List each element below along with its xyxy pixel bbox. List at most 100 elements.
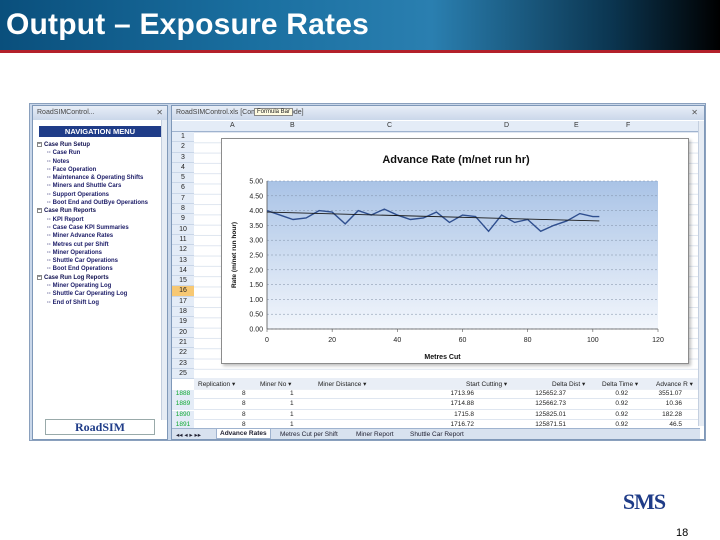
table-cell[interactable]: 8: [242, 410, 246, 418]
nav-item[interactable]: ·· Boot End Operations: [47, 266, 113, 273]
sheet-tab[interactable]: Miner Report: [356, 431, 394, 438]
table-cell[interactable]: 10.36: [665, 400, 682, 408]
row-header[interactable]: 16: [172, 286, 194, 297]
table-header-cell[interactable]: Start Cutting ▾: [466, 381, 508, 388]
row-header[interactable]: 10: [172, 224, 194, 235]
row-header[interactable]: 17: [172, 296, 194, 308]
nav-section[interactable]: − Case Run Reports: [37, 207, 163, 215]
nav-item[interactable]: ·· Miner Operations: [47, 249, 103, 256]
table-header-cell[interactable]: Advance R ▾: [656, 381, 693, 388]
nav-window-tab[interactable]: RoadSIMControl... ✕: [33, 106, 167, 120]
table-row[interactable]: 1890 8 1 1715.8 125825.01 0.92 182.28: [172, 410, 700, 421]
sheet-nav-arrows[interactable]: ◂◂ ◂ ▸ ▸▸: [176, 432, 201, 439]
row-header[interactable]: 12: [172, 245, 194, 256]
advance-rate-chart[interactable]: 0.00 0.50 1.00 1.50 2.00 2.50 3.00 3.50 4.00 4.50…: [221, 138, 689, 364]
table-cell[interactable]: 1715.8: [454, 410, 474, 418]
nav-item[interactable]: ·· Notes: [47, 158, 70, 165]
excel-vertical-scrollbar[interactable]: [698, 121, 704, 426]
y-tick-label: 0.50: [249, 312, 263, 319]
table-cell[interactable]: 1714.88: [450, 400, 475, 408]
row-header[interactable]: 4: [172, 162, 194, 174]
collapse-icon[interactable]: −: [37, 140, 42, 147]
table-cell[interactable]: 125652.37: [535, 390, 566, 397]
table-cell[interactable]: 1: [290, 400, 294, 408]
row-header[interactable]: 8: [172, 204, 194, 215]
table-cell[interactable]: 1: [290, 390, 294, 397]
table-header-cell[interactable]: Miner No ▾: [260, 381, 292, 388]
collapse-icon[interactable]: −: [37, 207, 42, 214]
sheet-tab[interactable]: Shuttle Car Report: [410, 431, 464, 438]
nav-item[interactable]: ·· Metres cut per Shift: [47, 241, 109, 248]
row-header[interactable]: 13: [172, 255, 194, 266]
nav-item[interactable]: ·· Case Case KPI Summaries: [47, 224, 129, 231]
nav-item[interactable]: ·· Miner Advance Rates: [47, 233, 114, 240]
table-cell[interactable]: 0.92: [615, 410, 628, 418]
excel-window-tab[interactable]: RoadSIMControl.xls [Compatibility Mode] …: [172, 106, 704, 120]
row-header[interactable]: 9: [172, 214, 194, 225]
column-header[interactable]: C: [387, 122, 393, 129]
row-header[interactable]: 3: [172, 152, 194, 163]
table-cell[interactable]: 0.92: [615, 400, 628, 408]
row-header[interactable]: 21: [172, 337, 194, 349]
nav-item[interactable]: ·· Shuttle Car Operating Log: [47, 291, 128, 298]
row-header[interactable]: 14: [172, 265, 194, 277]
nav-item[interactable]: ·· End of Shift Log: [47, 299, 99, 306]
table-cell[interactable]: 0.92: [615, 390, 628, 397]
nav-item[interactable]: ·· Miner Operating Log: [47, 283, 112, 290]
table-cell[interactable]: 8: [242, 420, 246, 428]
table-cell[interactable]: 3551.07: [658, 390, 683, 397]
nav-item[interactable]: ·· Maintenance & Operating Shifts: [47, 175, 144, 182]
nav-section[interactable]: − Case Run Setup: [37, 141, 163, 149]
row-header[interactable]: 25: [172, 368, 194, 380]
row-header[interactable]: 23: [172, 358, 194, 369]
row-header[interactable]: 22: [172, 348, 194, 359]
column-header[interactable]: D: [504, 122, 510, 129]
row-header[interactable]: 2: [172, 142, 194, 153]
row-header[interactable]: 6: [172, 183, 194, 194]
table-cell[interactable]: 1716.72: [450, 420, 475, 428]
row-header[interactable]: 7: [172, 193, 194, 205]
nav-scrollbar[interactable]: [161, 120, 167, 420]
column-header[interactable]: F: [626, 122, 631, 129]
nav-item[interactable]: ·· Miners and Shuttle Cars: [47, 183, 122, 190]
table-cell[interactable]: 125871.51: [535, 420, 566, 428]
nav-item[interactable]: ·· KPI Report: [47, 216, 84, 223]
table-cell[interactable]: 125825.01: [535, 410, 566, 418]
sheet-tab[interactable]: Metres Cut per Shift: [280, 431, 338, 438]
table-cell[interactable]: 0.92: [615, 420, 628, 428]
row-header[interactable]: 20: [172, 327, 194, 338]
nav-item[interactable]: ·· Boot End and OutBye Operations: [47, 200, 149, 207]
table-header-cell[interactable]: Delta Dist ▾: [552, 381, 586, 388]
row-header[interactable]: 11: [172, 234, 194, 246]
table-cell[interactable]: 1: [290, 420, 294, 428]
row-header[interactable]: 1: [172, 132, 194, 143]
column-header[interactable]: E: [574, 122, 579, 129]
table-cell[interactable]: 8: [242, 390, 246, 397]
table-header-cell[interactable]: Delta Time ▾: [602, 381, 639, 388]
table-row[interactable]: 1888 8 1 1713.96 125652.37 0.92 3551.07: [172, 389, 700, 400]
table-cell[interactable]: 1: [290, 410, 294, 418]
close-icon[interactable]: ✕: [691, 108, 698, 117]
sheet-tab[interactable]: Advance Rates: [216, 429, 271, 439]
table-row[interactable]: 1889 8 1 1714.88 125662.73 0.92 10.36: [172, 399, 700, 411]
row-header[interactable]: 15: [172, 276, 194, 287]
collapse-icon[interactable]: −: [37, 273, 42, 280]
table-header-cell[interactable]: Replication ▾: [198, 381, 236, 388]
table-cell[interactable]: 8: [242, 400, 246, 408]
nav-item[interactable]: ·· Shuttle Car Operations: [47, 258, 119, 265]
row-header[interactable]: 5: [172, 173, 194, 184]
nav-section[interactable]: − Case Run Log Reports: [37, 274, 163, 282]
close-icon[interactable]: ✕: [156, 108, 163, 117]
table-header-cell[interactable]: Miner Distance ▾: [318, 381, 367, 388]
table-cell[interactable]: 125662.73: [535, 400, 566, 408]
nav-item[interactable]: ·· Support Operations: [47, 191, 109, 198]
nav-item[interactable]: ·· Face Operation: [47, 166, 97, 173]
table-cell[interactable]: 1713.96: [450, 390, 475, 397]
nav-item[interactable]: ·· Case Run: [47, 150, 81, 157]
table-cell[interactable]: 46.5: [669, 420, 682, 428]
column-header[interactable]: B: [290, 122, 295, 129]
table-cell[interactable]: 182.28: [662, 410, 682, 418]
column-header[interactable]: A: [230, 122, 235, 129]
row-header[interactable]: 18: [172, 307, 194, 318]
row-header[interactable]: 19: [172, 317, 194, 328]
